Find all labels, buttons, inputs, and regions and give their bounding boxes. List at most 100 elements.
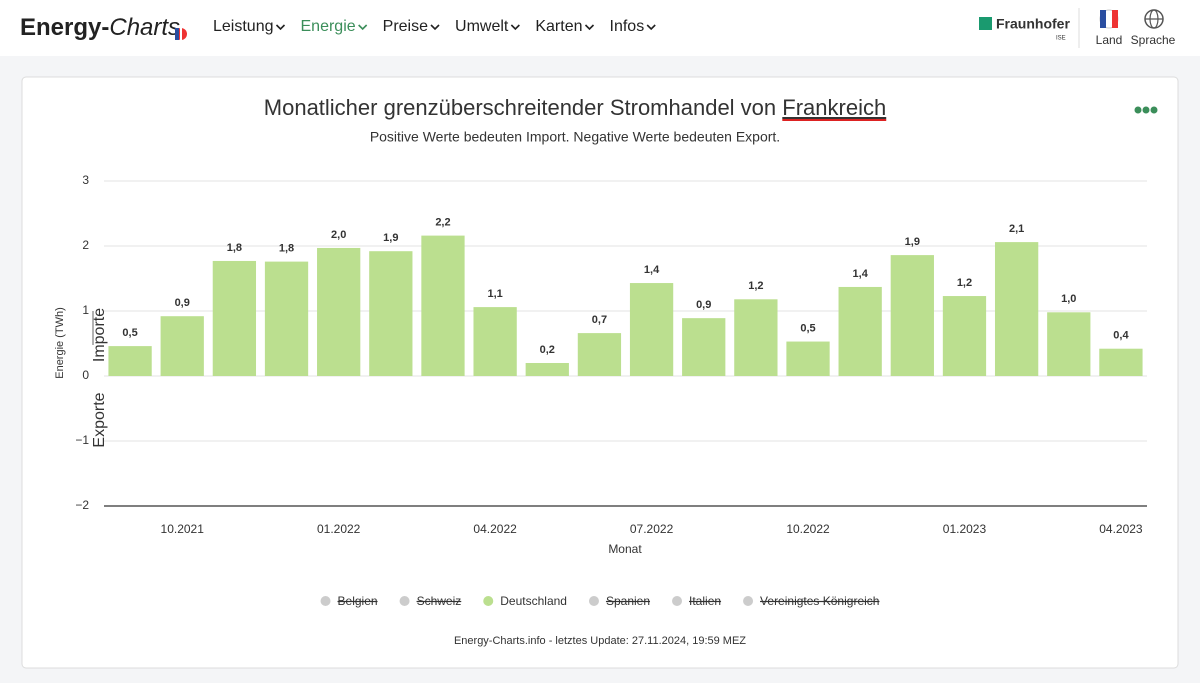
value-label: 0,2	[540, 344, 555, 356]
x-tick-label: 10.2021	[161, 522, 205, 536]
land-button[interactable]: Land	[1096, 33, 1123, 47]
logo[interactable]: Energy-Charts	[20, 14, 180, 41]
bar	[369, 251, 413, 376]
bar	[629, 283, 674, 376]
nav-item[interactable]: Infos	[610, 18, 645, 35]
y-tick-label: −1	[75, 433, 89, 447]
y-tick-label: 0	[82, 368, 89, 382]
bar	[734, 299, 778, 376]
legend-entry[interactable]: Deutschland	[500, 594, 567, 608]
legend-marker	[399, 596, 410, 606]
x-tick-label: 04.2023	[1099, 522, 1143, 536]
language-button[interactable]: Sprache	[1131, 33, 1176, 47]
bar	[212, 260, 257, 376]
value-label: 0,4	[1113, 330, 1129, 342]
header-bar	[0, 0, 1200, 56]
bar	[1047, 312, 1091, 376]
legend-marker	[483, 596, 494, 606]
bar	[786, 341, 830, 376]
y-tick-label: −2	[75, 498, 89, 512]
chart-title: Monatlicher grenzüberschreitender Stromh…	[264, 95, 886, 120]
value-label: 0,9	[175, 297, 190, 309]
nav-chevron	[358, 24, 368, 31]
bar	[264, 261, 309, 376]
value-label: 0,9	[696, 299, 711, 311]
nav-item[interactable]: Energie	[301, 18, 356, 35]
bar	[421, 235, 465, 376]
menu-dot[interactable]	[1150, 106, 1158, 114]
legend-marker	[743, 596, 754, 606]
x-tick-label: 04.2022	[473, 522, 517, 536]
nav-chevron	[646, 24, 656, 31]
value-label: 2,2	[435, 217, 450, 229]
menu-dot[interactable]	[1134, 106, 1142, 114]
y-tick-label: 3	[82, 173, 89, 187]
y-tick-label: 2	[82, 238, 89, 252]
legend-entry[interactable]: Italien	[689, 594, 721, 608]
title-country[interactable]: Frankreich	[782, 95, 886, 120]
flag-blue	[1100, 10, 1106, 28]
value-label: 2,1	[1009, 223, 1024, 235]
value-label: 1,8	[279, 243, 294, 255]
bar	[838, 286, 882, 376]
x-tick-label: 07.2022	[630, 522, 674, 536]
bar	[108, 346, 152, 376]
legend-marker	[320, 596, 331, 606]
y-tick-label: 1	[82, 303, 89, 317]
logo-italic: Charts	[109, 14, 180, 41]
brand-sub: ISE	[1056, 36, 1066, 42]
legend-entry[interactable]: Vereinigtes Königreich	[760, 594, 879, 608]
legend-entry[interactable]: Spanien	[606, 594, 650, 608]
x-axis-label: Monat	[608, 542, 642, 556]
legend: Belgien Schweiz Deutschland Spanien Italien V…	[320, 594, 879, 608]
bar	[1099, 348, 1143, 376]
nav-chevron	[510, 24, 520, 31]
bar	[942, 296, 987, 376]
exports-label: Exporte	[91, 392, 108, 447]
bar	[317, 247, 361, 376]
legend-marker	[672, 596, 683, 606]
legend-entry[interactable]: Belgien	[338, 594, 378, 608]
title-main: Monatlicher grenzüberschreitender Stromh…	[264, 95, 776, 120]
value-label: 1,4	[644, 264, 660, 276]
bar	[525, 363, 569, 376]
nav-item[interactable]: Leistung	[213, 18, 274, 35]
value-label: 1,4	[853, 268, 869, 280]
legend-entry[interactable]: Schweiz	[417, 594, 462, 608]
value-label: 1,9	[383, 232, 398, 244]
value-label: 1,0	[1061, 293, 1076, 305]
value-label: 0,5	[122, 327, 137, 339]
y-axis-label: Energie (TWh)	[54, 307, 66, 379]
nav-item[interactable]: Umwelt	[455, 18, 509, 35]
nav-chevron	[430, 24, 440, 31]
nav-chevron	[584, 24, 595, 31]
flag-red	[1112, 10, 1118, 28]
bar	[577, 333, 622, 376]
bar	[994, 242, 1039, 376]
brand[interactable]: Fraunhofer	[996, 16, 1070, 32]
chart-subtitle: Positive Werte bedeuten Import. Negative…	[370, 129, 780, 145]
imports-label: Importe	[91, 308, 108, 362]
value-label: 1,2	[957, 277, 972, 289]
menu-dot[interactable]	[1142, 106, 1150, 114]
x-tick-label: 10.2022	[786, 522, 830, 536]
value-label: 1,1	[487, 288, 502, 300]
nav-chevron	[275, 24, 286, 31]
logo-main: Energy-	[20, 14, 109, 41]
logo-flag-white	[180, 28, 182, 40]
value-label: 1,8	[227, 242, 242, 254]
value-label: 0,7	[592, 314, 607, 326]
nav-item[interactable]: Karten	[535, 18, 582, 35]
bar	[682, 318, 726, 376]
legend-marker	[588, 596, 599, 606]
value-label: 2,0	[331, 229, 346, 241]
x-tick-label: 01.2023	[943, 522, 987, 536]
bar	[160, 316, 204, 376]
bar	[890, 255, 934, 376]
logo-flag-blue	[175, 28, 179, 40]
value-label: 1,9	[905, 236, 920, 248]
footer: Energy-Charts.info - letztes Update: 27.…	[454, 635, 746, 647]
nav-item[interactable]: Preise	[383, 18, 428, 35]
